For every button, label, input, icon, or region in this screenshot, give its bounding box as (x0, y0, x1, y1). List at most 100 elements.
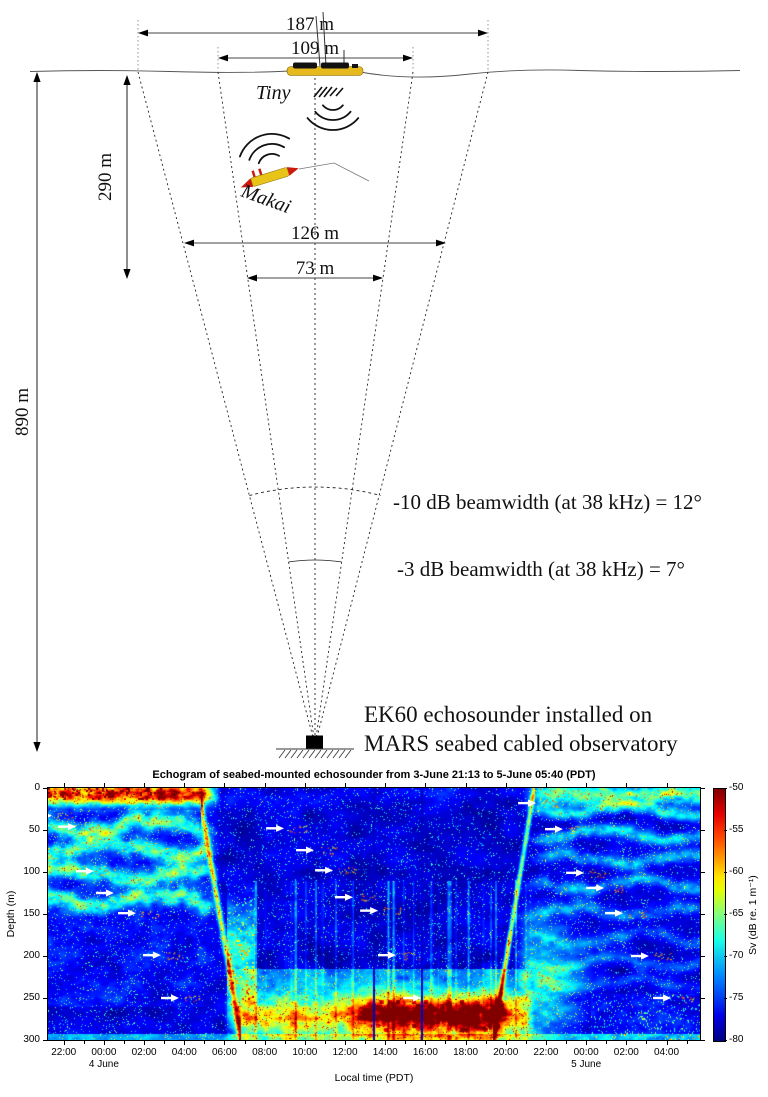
research-vessel-icon (286, 11, 364, 76)
x-tick-label: 14:00 (372, 1047, 398, 1058)
x-minor-tick (365, 1041, 367, 1044)
beamwidth-arc-10db (249, 486, 381, 496)
x-tick (385, 1041, 387, 1045)
x-minor-tick (324, 1041, 326, 1044)
glider-tow-line (298, 162, 370, 182)
colorbar-tick (724, 956, 727, 957)
glider-icon (240, 167, 299, 188)
echogram-heatmap (48, 788, 700, 1040)
y-tick-label: 300 (23, 1034, 40, 1045)
seabed-hatching (278, 749, 352, 759)
colorbar-tick (724, 788, 727, 789)
x-tick-top (184, 783, 186, 787)
dimension-187m: 187 m (137, 14, 489, 70)
x-tick-top (385, 783, 387, 787)
x-minor-tick (405, 1041, 407, 1044)
x-tick-label: 02:00 (131, 1047, 157, 1058)
x-tick (545, 1041, 547, 1045)
x-tick (505, 1041, 507, 1045)
colorbar (713, 788, 726, 1042)
y-tick-right (701, 914, 705, 915)
motion-scribble-icon (313, 86, 344, 98)
x-tick-label: 00:00 (91, 1047, 117, 1058)
x-tick (586, 1041, 588, 1045)
x-minor-tick (83, 1041, 85, 1044)
dimension-73m-label: 73 m (296, 258, 335, 279)
x-tick (184, 1041, 186, 1045)
x-tick (103, 1041, 105, 1045)
y-tick (43, 872, 47, 873)
x-tick (63, 1041, 65, 1045)
x-minor-tick (204, 1041, 206, 1044)
x-tick-label: 22:00 (533, 1047, 559, 1058)
dimension-890m: 890 m (12, 72, 41, 752)
y-tick (43, 1040, 47, 1041)
x-minor-tick (284, 1041, 286, 1044)
dimension-126m: 126 m (184, 223, 446, 247)
x-tick-top (63, 783, 65, 787)
beamwidth-arc-3db (288, 559, 342, 563)
x-tick (224, 1041, 226, 1045)
x-tick-top (505, 783, 507, 787)
y-tick-label: 50 (28, 824, 40, 835)
x-tick (626, 1041, 628, 1045)
y-tick-right (701, 830, 705, 831)
x-tick-top (465, 783, 467, 787)
x-tick-label: 00:00 (573, 1047, 599, 1058)
x-tick-label: 06:00 (211, 1047, 237, 1058)
x-tick-top (144, 783, 146, 787)
colorbar-tick (724, 872, 727, 873)
x-tick-top (264, 783, 266, 787)
x-tick-label: 22:00 (51, 1047, 77, 1058)
y-tick-label: 100 (23, 866, 40, 877)
colorbar-tick-label: -80 (729, 1034, 744, 1045)
colorbar-tick-label: -75 (729, 992, 744, 1003)
x-tick-label: 20:00 (493, 1047, 519, 1058)
x-tick-top (545, 783, 547, 787)
colorbar-tick (724, 830, 727, 831)
glider-sonar-pulse-icon (239, 132, 291, 165)
dimension-890m-label: 890 m (12, 388, 33, 436)
x-tick-label: 04:00 (653, 1047, 680, 1058)
beam-inner-right-line (314, 71, 414, 746)
x-minor-tick (525, 1041, 527, 1044)
beam-inner-left-line (217, 71, 316, 746)
x-minor-tick (566, 1041, 568, 1044)
x-minor-tick (606, 1041, 608, 1044)
x-tick-top (666, 783, 668, 787)
caption-line2: MARS seabed cabled observatory (364, 731, 678, 756)
x-tick-label: 08:00 (252, 1047, 278, 1058)
vessel-label: Tiny (256, 82, 291, 104)
y-tick-right (701, 956, 705, 957)
x-tick-label: 04:00 (171, 1047, 197, 1058)
x-tick-top (626, 783, 628, 787)
colorbar-tick-label: -50 (729, 782, 744, 793)
vessel-sonar-pulse-icon (306, 104, 360, 131)
x-tick-label: 16:00 (412, 1047, 438, 1058)
x-axis-label: Local time (PDT) (334, 1072, 414, 1084)
x-minor-tick (485, 1041, 487, 1044)
y-tick-label: 200 (23, 950, 40, 961)
x-tick-top (224, 783, 226, 787)
beam-outer-left-line (137, 71, 316, 746)
seabed-transducer-icon (306, 735, 323, 749)
colorbar-tick-label: -70 (729, 950, 744, 961)
y-tick-right (701, 788, 705, 789)
x-minor-tick (124, 1041, 125, 1044)
x-tick-label: 18:00 (453, 1047, 479, 1058)
y-tick (43, 914, 47, 915)
x-minor-tick (686, 1041, 688, 1044)
colorbar-tick (724, 1040, 727, 1041)
x-tick (304, 1041, 306, 1045)
beam-outer-right-line (314, 71, 489, 746)
dimension-73m: 73 m (247, 258, 383, 282)
beamwidth-3db-text: -3 dB beamwidth (at 38 kHz) = 7° (397, 557, 685, 581)
date-label: 5 June (571, 1059, 602, 1070)
dimension-109m-label: 109 m (291, 38, 339, 59)
dimension-187m-label: 187 m (286, 14, 334, 35)
x-tick-top (304, 783, 306, 787)
glider-label: Makai (237, 180, 293, 218)
beamwidth-10db-text: -10 dB beamwidth (at 38 kHz) = 12° (393, 490, 702, 514)
water-surface-line (29, 69, 741, 78)
